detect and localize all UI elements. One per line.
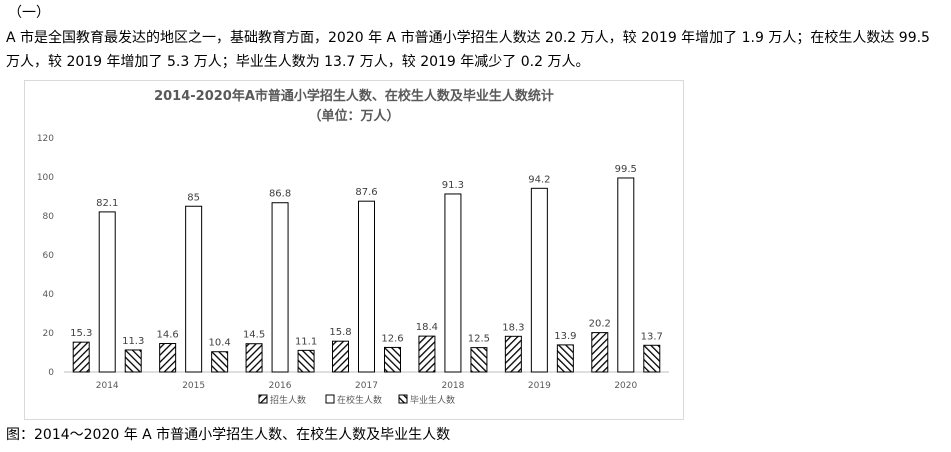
bar xyxy=(591,332,609,373)
x-tick-label: 2015 xyxy=(182,381,205,391)
data-label: 13.7 xyxy=(641,331,663,342)
bar xyxy=(617,177,635,373)
data-label: 87.6 xyxy=(355,187,377,198)
data-label: 94.2 xyxy=(528,174,550,185)
figure-caption: 图：2014～2020 年 A 市普通小学招生人数、在校生人数及毕业生人数 xyxy=(6,427,451,443)
bar xyxy=(124,349,142,373)
x-tick-label: 2019 xyxy=(528,381,551,391)
bar xyxy=(271,202,289,373)
data-label: 12.6 xyxy=(381,333,403,344)
chart-frame xyxy=(24,80,684,420)
chart-subtitle: （单位：万人） xyxy=(308,108,399,124)
y-tick-label: 60 xyxy=(43,251,55,261)
bar xyxy=(530,187,548,373)
data-label: 12.5 xyxy=(468,334,490,345)
legend-label: 在校生人数 xyxy=(337,394,382,406)
data-label: 10.4 xyxy=(209,338,231,349)
bar xyxy=(504,335,522,373)
legend-swatch xyxy=(398,394,408,404)
bar xyxy=(643,344,661,373)
bar xyxy=(444,193,462,373)
data-label: 91.3 xyxy=(442,180,464,191)
x-tick-label: 2018 xyxy=(441,381,464,391)
y-tick-label: 0 xyxy=(48,368,54,378)
y-tick-label: 20 xyxy=(43,329,55,339)
chart-title: 2014-2020年A市普通小学招生人数、在校生人数及毕业生人数统计 xyxy=(154,88,554,104)
legend: 招生人数 在校生人数 毕业生人数 xyxy=(258,394,455,406)
bar xyxy=(418,335,436,373)
data-label: 14.5 xyxy=(243,330,265,341)
data-label: 99.5 xyxy=(615,164,637,175)
bar xyxy=(470,347,488,373)
x-tick-label: 2020 xyxy=(614,381,637,391)
legend-swatch xyxy=(258,394,268,404)
x-tick-label: 2016 xyxy=(269,381,292,391)
data-label: 15.3 xyxy=(70,328,92,339)
data-label: 11.3 xyxy=(122,336,144,347)
bar xyxy=(332,340,349,373)
y-tick-label: 40 xyxy=(43,290,55,300)
y-tick-label: 80 xyxy=(43,212,55,222)
data-label: 14.6 xyxy=(157,330,179,341)
bars-group: 15.3 82.1 11.3 14.6 85 10.4 14.5 86.8 11.1 15.8 87… xyxy=(70,164,663,373)
intro-paragraph: A 市是全国教育最发达的地区之一，基础教育方面，2020 年 A 市普通小学招生… xyxy=(6,30,930,70)
bar-chart: 2014-2020年A市普通小学招生人数、在校生人数及毕业生人数统计 （单位：万… xyxy=(24,80,684,420)
y-tick-label: 120 xyxy=(37,134,54,144)
bar xyxy=(384,346,401,373)
data-label: 86.8 xyxy=(269,189,291,200)
legend-label: 毕业生人数 xyxy=(410,394,455,406)
bar xyxy=(211,351,229,373)
bar xyxy=(297,349,315,373)
data-label: 11.1 xyxy=(295,336,317,347)
section-heading: （一） xyxy=(8,5,50,21)
data-label: 85 xyxy=(187,192,200,203)
bar xyxy=(159,343,177,373)
bar xyxy=(72,341,90,373)
bar xyxy=(556,344,574,373)
x-tick-label: 2017 xyxy=(355,381,378,391)
bar xyxy=(98,211,116,373)
bar xyxy=(245,343,263,373)
data-label: 20.2 xyxy=(589,319,611,330)
data-label: 82.1 xyxy=(96,198,118,209)
data-label: 13.9 xyxy=(554,331,576,342)
x-tick-label: 2014 xyxy=(96,381,119,391)
bar xyxy=(185,205,203,373)
data-label: 18.4 xyxy=(416,322,438,333)
bar xyxy=(358,200,375,373)
legend-swatch xyxy=(325,394,335,404)
data-label: 18.3 xyxy=(502,322,524,333)
legend-label: 招生人数 xyxy=(270,394,306,406)
data-label: 15.8 xyxy=(329,327,351,338)
chart-container: 2014-2020年A市普通小学招生人数、在校生人数及毕业生人数统计 （单位：万… xyxy=(24,80,684,420)
y-tick-label: 100 xyxy=(37,173,54,183)
